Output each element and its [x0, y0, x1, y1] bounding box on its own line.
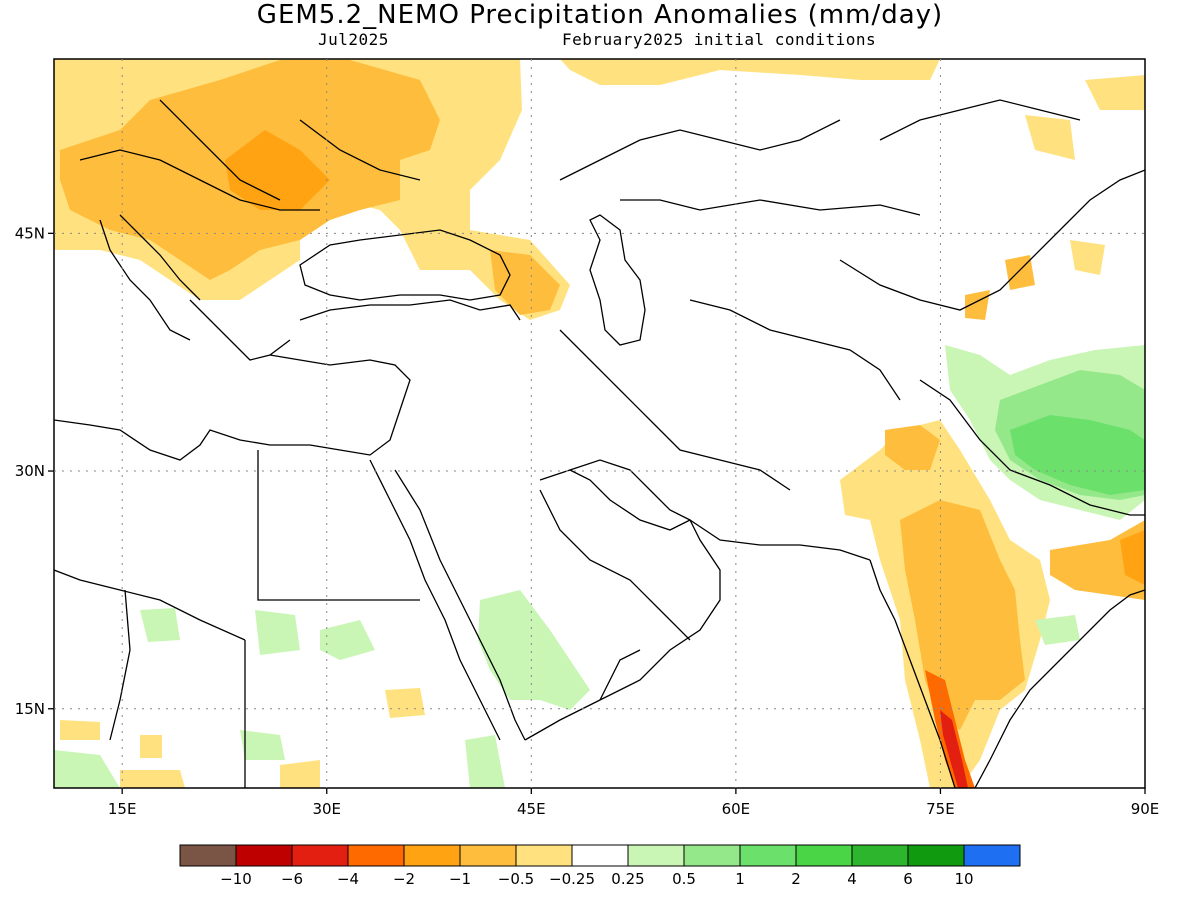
red-sea-coast-east — [394, 469, 526, 741]
legend-label: −2 — [393, 870, 415, 888]
legend-label: 1 — [735, 870, 745, 888]
mongolia-dry — [1025, 75, 1145, 275]
legend-label: −0.25 — [549, 870, 595, 888]
italy-coast — [99, 219, 191, 341]
legend-swatch — [235, 844, 293, 867]
africa-borders — [54, 450, 420, 788]
legend-label: −0.5 — [498, 870, 534, 888]
lat-tick-label: 15N — [15, 700, 45, 718]
gridlines — [54, 59, 1145, 788]
east-india-wet — [1035, 615, 1080, 645]
india-dry-medium — [900, 500, 1025, 730]
lat-tick-label: 45N — [15, 224, 45, 242]
legend-label: 10 — [954, 870, 973, 888]
legend-swatch — [291, 844, 349, 867]
caspian-coast — [589, 214, 646, 346]
legend-swatch — [179, 844, 237, 867]
legend-swatch — [403, 844, 461, 867]
legend-swatch — [683, 844, 741, 867]
legend-label: 0.5 — [672, 870, 696, 888]
arabia-borders — [539, 489, 691, 701]
black-sea-coast — [299, 229, 511, 301]
legend-swatch — [963, 844, 1021, 867]
legend-label: 0.25 — [611, 870, 644, 888]
arabia-coast — [524, 469, 721, 741]
himalaya-wet-strong — [1010, 415, 1145, 495]
legend-swatch — [515, 844, 573, 867]
pakistan-dry — [885, 425, 940, 470]
turkey-coast — [299, 299, 521, 321]
bangladesh-dry-strong — [1120, 530, 1145, 585]
legend-swatch — [459, 844, 517, 867]
lat-tick-label: 30N — [15, 462, 45, 480]
horn-wet — [54, 735, 505, 788]
legend-label: −6 — [281, 870, 303, 888]
legend-label: −4 — [337, 870, 359, 888]
legend-label: −10 — [220, 870, 252, 888]
mediterranean-coast — [54, 354, 411, 461]
adriatic-coast — [119, 214, 201, 301]
initial-conditions-label: February2025 initial conditions — [562, 30, 877, 49]
persian-gulf-coast — [539, 459, 691, 521]
greece-coast — [189, 299, 291, 361]
afghan-border — [689, 299, 901, 401]
iran-border — [559, 329, 791, 491]
india-coast-dry-severe — [940, 710, 968, 788]
sudan-wet — [140, 608, 375, 760]
lon-tick-label: 90E — [1131, 800, 1160, 818]
legend-swatch — [571, 844, 629, 867]
china-border — [839, 169, 1145, 311]
map-frame — [53, 58, 1146, 789]
kazakh-dry — [560, 59, 940, 85]
europe-dry-strong — [225, 130, 330, 210]
arabia-wet — [478, 590, 590, 710]
legend-swatch — [347, 844, 405, 867]
caucasus-dry — [490, 250, 560, 315]
axis-labels: 15E 30E 45E 60E 75E 90E 15N 30N 45N — [15, 224, 1160, 818]
anomaly-shading — [54, 59, 1145, 788]
legend-swatch — [851, 844, 909, 867]
legend-label: 6 — [903, 870, 913, 888]
forecast-month: Jul2025 — [318, 30, 389, 49]
lon-tick-label: 45E — [517, 800, 546, 818]
lon-tick-label: 30E — [312, 800, 341, 818]
color-legend: −10 −6 −4 −2 −1 −0.5 −0.25 0.25 0.5 1 2 4 6 10 — [179, 844, 1021, 888]
lon-tick-label: 75E — [926, 800, 955, 818]
iran-coast — [689, 519, 871, 561]
kazakh-border — [620, 199, 921, 216]
russia-north-lines — [559, 99, 1081, 181]
legend-swatch — [907, 844, 965, 867]
legend-swatch — [739, 844, 797, 867]
red-sea-coast — [369, 459, 501, 741]
legend-label: 4 — [847, 870, 857, 888]
lon-tick-label: 60E — [722, 800, 751, 818]
legend-swatch — [627, 844, 685, 867]
coastlines-borders — [54, 99, 1145, 788]
legend-swatch — [795, 844, 853, 867]
europe-borders — [79, 99, 421, 211]
lon-tick-label: 15E — [108, 800, 137, 818]
china-dry — [965, 255, 1035, 320]
africa-dry-patches — [60, 688, 425, 788]
map-title: GEM5.2_NEMO Precipitation Anomalies (mm/… — [256, 0, 944, 30]
himalaya-border — [919, 379, 1145, 516]
legend-label: −1 — [449, 870, 471, 888]
india-east-coast — [974, 589, 1145, 788]
legend-label: 2 — [791, 870, 801, 888]
